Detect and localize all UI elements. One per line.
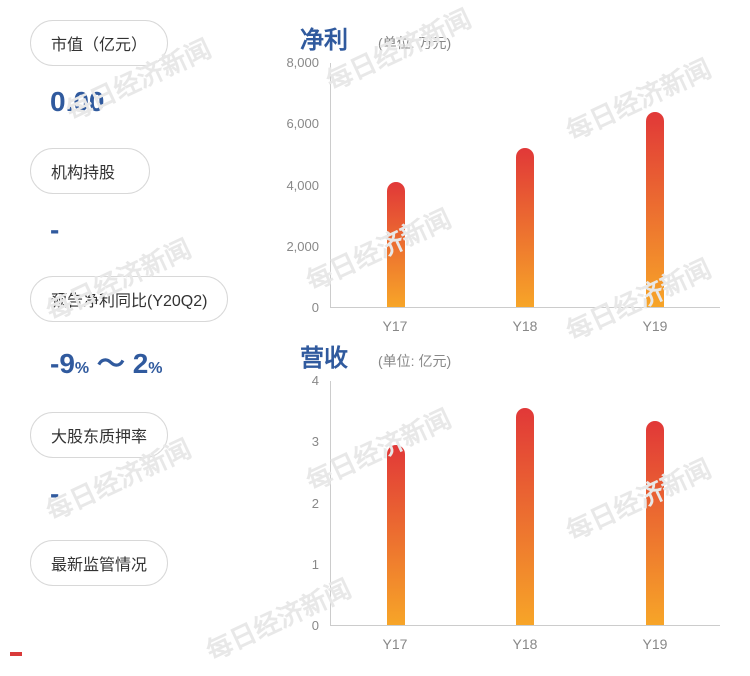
chart-title: 营收 bbox=[300, 338, 348, 373]
x-tick: Y17 bbox=[383, 312, 408, 338]
main-container: 市值（亿元） 0.00 机构持股 - 预告净利同比(Y20Q2) -9% ～ 2% 大股东质… bbox=[0, 0, 750, 676]
metric-value-2: -9% ～ 2% bbox=[30, 340, 250, 394]
chart-header: 营收 (单位: 亿元) bbox=[270, 338, 730, 373]
plot bbox=[330, 381, 720, 626]
y-axis: 01234 bbox=[270, 381, 325, 626]
red-marker bbox=[10, 652, 22, 656]
bar-1 bbox=[516, 408, 534, 625]
bar-2 bbox=[646, 421, 664, 625]
bars bbox=[331, 63, 720, 307]
chart-header: 净利 (单位: 万元) bbox=[270, 20, 730, 55]
metric-pill-0: 市值（亿元） bbox=[30, 20, 168, 66]
chart-block-1: 营收 (单位: 亿元) 01234 Y17 Y18 Y19 bbox=[270, 338, 730, 656]
bar-0 bbox=[387, 182, 405, 307]
chart-unit: (单位: 亿元) bbox=[378, 351, 451, 371]
x-axis: Y17 Y18 Y19 bbox=[330, 630, 720, 656]
metric-pill-1: 机构持股 bbox=[30, 148, 150, 194]
chart-block-0: 净利 (单位: 万元) 02,0004,0006,0008,000 Y17 Y18 Y19 bbox=[270, 20, 730, 338]
bars bbox=[331, 381, 720, 625]
right-panel: 净利 (单位: 万元) 02,0004,0006,0008,000 Y17 Y18 Y19… bbox=[260, 0, 750, 676]
chart-title: 净利 bbox=[300, 20, 348, 55]
x-tick: Y19 bbox=[643, 312, 668, 338]
left-panel: 市值（亿元） 0.00 机构持股 - 预告净利同比(Y20Q2) -9% ～ 2% 大股东质… bbox=[0, 0, 260, 676]
metric-pill-4: 最新监管情况 bbox=[30, 540, 168, 586]
metric-pill-3: 大股东质押率 bbox=[30, 412, 168, 458]
metric-pill-2: 预告净利同比(Y20Q2) bbox=[30, 276, 228, 322]
y-axis: 02,0004,0006,0008,000 bbox=[270, 63, 325, 308]
x-tick: Y18 bbox=[513, 312, 538, 338]
bar-2 bbox=[646, 112, 664, 307]
x-tick: Y17 bbox=[383, 630, 408, 656]
plot bbox=[330, 63, 720, 308]
chart-unit: (单位: 万元) bbox=[378, 33, 451, 53]
x-tick: Y19 bbox=[643, 630, 668, 656]
bar-1 bbox=[516, 148, 534, 307]
bar-0 bbox=[387, 445, 405, 625]
chart-area: 01234 Y17 Y18 Y19 bbox=[270, 381, 730, 656]
x-tick: Y18 bbox=[513, 630, 538, 656]
metric-value-0: 0.00 bbox=[30, 84, 250, 130]
metric-value-3: - bbox=[30, 476, 250, 522]
chart-area: 02,0004,0006,0008,000 Y17 Y18 Y19 bbox=[270, 63, 730, 338]
metric-value-1: - bbox=[30, 212, 250, 258]
x-axis: Y17 Y18 Y19 bbox=[330, 312, 720, 338]
